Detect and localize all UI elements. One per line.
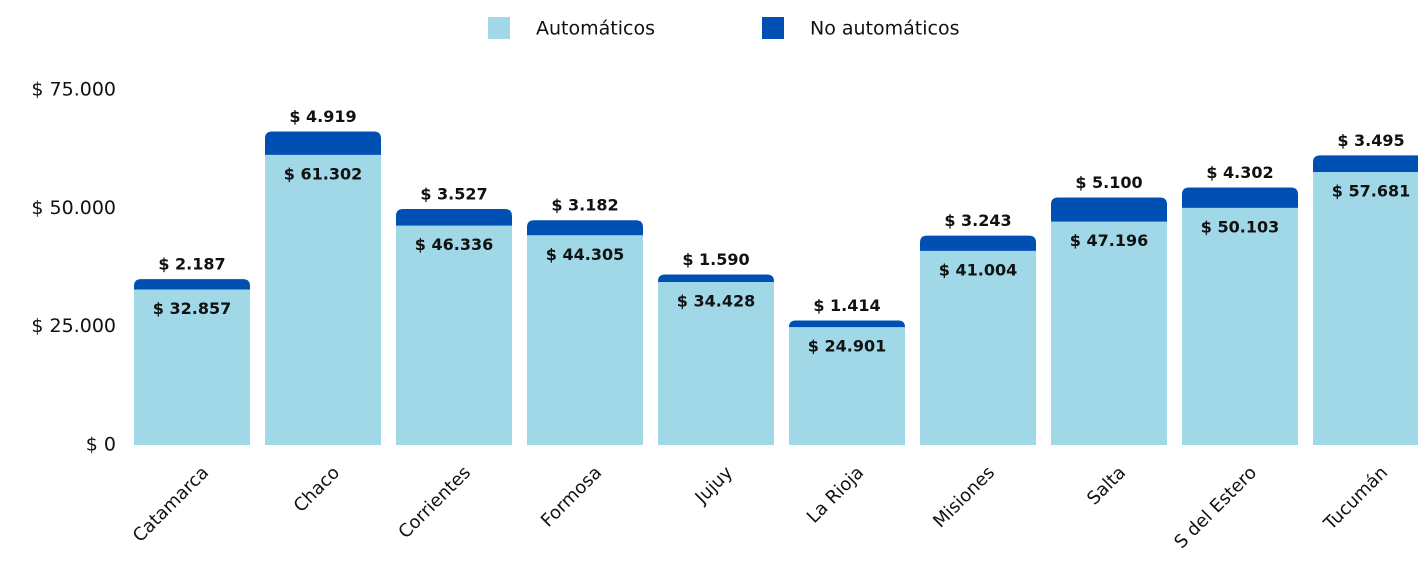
bar-segment (1051, 221, 1167, 445)
value-label: $ 46.336 (415, 235, 493, 254)
x-tick-label: Chaco (290, 462, 344, 516)
bar-segment (396, 208, 512, 226)
bar-segment (1182, 187, 1298, 208)
bar-segment (1051, 197, 1167, 222)
bar-segment (396, 225, 512, 445)
bar-segment (527, 220, 643, 236)
bar-segment (527, 235, 643, 445)
value-label: $ 32.857 (153, 299, 231, 318)
value-label: $ 44.305 (546, 245, 624, 264)
value-label: $ 4.919 (289, 107, 356, 126)
legend-swatch (488, 17, 510, 39)
bar-segment (920, 250, 1036, 445)
value-label: $ 34.428 (677, 292, 755, 311)
bar-segment (789, 320, 905, 328)
y-tick-label: $ 0 (86, 434, 116, 456)
bar-segment (134, 289, 250, 445)
bar-segment (920, 235, 1036, 251)
bar-segment (265, 131, 381, 155)
x-tick-label: Misiones (929, 462, 999, 532)
legend-label: No automáticos (810, 18, 960, 40)
bar-segment (789, 327, 905, 445)
bar-segment (658, 282, 774, 445)
x-tick-label: La Rioja (803, 462, 868, 527)
value-label: $ 4.302 (1206, 163, 1273, 182)
bar-segment (1313, 155, 1418, 172)
x-tick-label: Salta (1083, 462, 1130, 509)
bar-segment (1313, 171, 1418, 445)
x-tick-label: S del Estero (1170, 462, 1261, 553)
value-label: $ 41.004 (939, 260, 1017, 279)
x-tick-label: Formosa (537, 462, 606, 531)
y-tick-label: $ 25.000 (31, 315, 116, 337)
value-label: $ 3.495 (1337, 131, 1404, 150)
y-tick-label: $ 50.000 (31, 197, 116, 219)
value-label: $ 24.901 (808, 337, 886, 356)
value-label: $ 61.302 (284, 164, 362, 183)
value-label: $ 3.182 (551, 196, 618, 215)
x-tick-label: Tucumán (1319, 462, 1392, 535)
x-tick-label: Jujuy (691, 462, 738, 509)
y-tick-label: $ 75.000 (31, 79, 116, 101)
bar-segment (134, 279, 250, 290)
bar-segment (658, 274, 774, 283)
value-label: $ 3.243 (944, 211, 1011, 230)
legend-swatch (762, 17, 784, 39)
value-label: $ 2.187 (158, 255, 225, 274)
value-label: $ 50.103 (1201, 217, 1279, 236)
value-label: $ 57.681 (1332, 181, 1410, 200)
value-label: $ 47.196 (1070, 231, 1148, 250)
bar-segment (1182, 207, 1298, 445)
value-label: $ 1.414 (813, 296, 880, 315)
x-tick-label: Corrientes (394, 462, 475, 543)
value-label: $ 3.527 (420, 184, 487, 203)
bar-segment (265, 154, 381, 445)
value-label: $ 1.590 (682, 250, 749, 269)
value-label: $ 5.100 (1075, 173, 1142, 192)
legend-label: Automáticos (536, 18, 655, 40)
x-tick-label: Catamarca (129, 462, 213, 546)
